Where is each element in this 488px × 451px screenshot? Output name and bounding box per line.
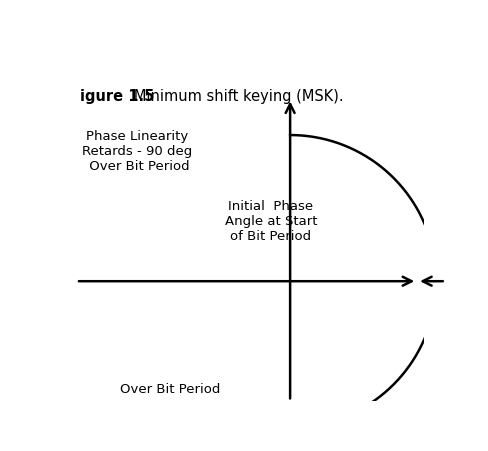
Circle shape: [428, 274, 444, 289]
Text: Over Bit Period: Over Bit Period: [120, 382, 220, 395]
Text: igure 1.5: igure 1.5: [80, 88, 154, 103]
Text: Phase Linearity
Retards - 90 deg
 Over Bit Period: Phase Linearity Retards - 90 deg Over Bi…: [82, 130, 192, 173]
Text: Initial  Phase
Angle at Start
of Bit Period: Initial Phase Angle at Start of Bit Peri…: [225, 199, 317, 242]
Text: Minimum shift keying (MSK).: Minimum shift keying (MSK).: [120, 88, 343, 103]
